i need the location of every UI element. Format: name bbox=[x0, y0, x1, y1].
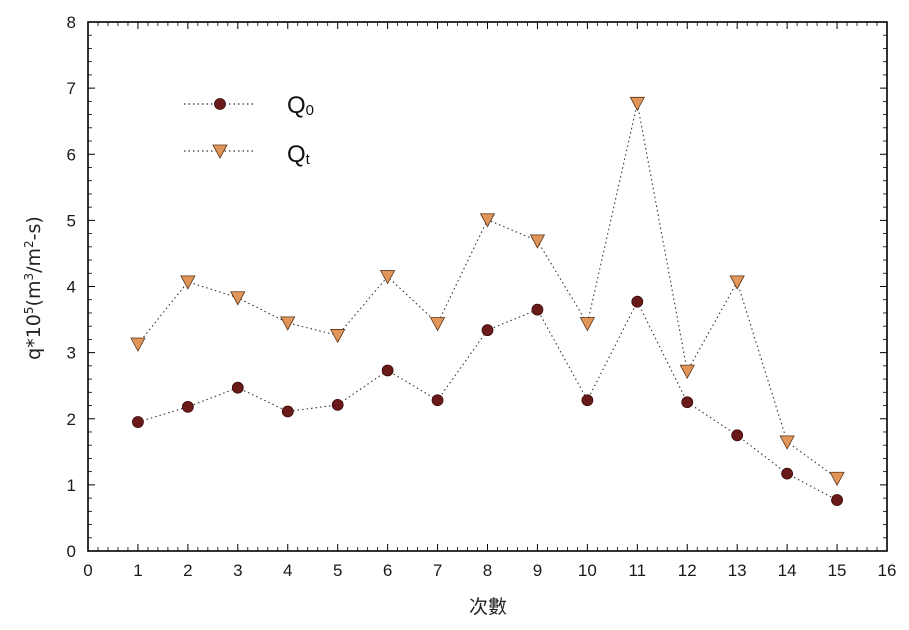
data-point-q0 bbox=[781, 467, 794, 480]
y-tick-label: 6 bbox=[67, 145, 76, 164]
y-tick-label: 3 bbox=[67, 344, 76, 363]
x-tick-label: 4 bbox=[283, 561, 292, 580]
data-point-q0 bbox=[731, 429, 744, 442]
y-tick-label: 0 bbox=[67, 542, 76, 561]
plot-frame bbox=[87, 21, 888, 552]
x-tick-label: 3 bbox=[233, 561, 242, 580]
y-tick-label: 4 bbox=[67, 278, 76, 297]
x-tick-label: 5 bbox=[333, 561, 342, 580]
legend-label-q0-sub: 0 bbox=[306, 102, 314, 119]
y-tick-label: 8 bbox=[67, 13, 76, 32]
y-axis-title-unit-b-exp: 2 bbox=[22, 240, 36, 248]
x-tick-label: 10 bbox=[578, 561, 597, 580]
data-point-qt bbox=[330, 329, 346, 344]
data-point-qt bbox=[180, 275, 196, 290]
data-point-qt bbox=[529, 234, 546, 249]
x-tick-labels: 0 1 2 3 4 5 6 7 8 9 10 11 12 13 14 15 16 bbox=[83, 561, 896, 580]
y-tick-label: 1 bbox=[67, 476, 76, 495]
legend-marker-qt bbox=[212, 144, 228, 159]
x-tick-label: 2 bbox=[183, 561, 192, 580]
x-tick-label: 8 bbox=[483, 561, 492, 580]
data-point-q0 bbox=[481, 324, 494, 337]
x-tick-label: 9 bbox=[533, 561, 542, 580]
data-point-q0 bbox=[231, 381, 244, 394]
data-point-q0 bbox=[181, 400, 194, 413]
x-tick-label: 6 bbox=[383, 561, 392, 580]
y-tick-label: 7 bbox=[67, 79, 76, 98]
legend-label-qt-sub: t bbox=[306, 151, 311, 168]
data-point-qt bbox=[230, 291, 246, 306]
legend-label-q0: Q0 bbox=[287, 92, 314, 119]
legend-label-qt-main: Q bbox=[287, 141, 306, 168]
x-tick-label: 0 bbox=[83, 561, 92, 580]
x-tick-label: 16 bbox=[878, 561, 897, 580]
data-point-q0 bbox=[331, 398, 344, 411]
x-tick-label: 1 bbox=[133, 561, 142, 580]
legend-label-qt: Qt bbox=[287, 141, 311, 168]
data-point-qt bbox=[829, 471, 845, 487]
y-tick-label: 5 bbox=[67, 211, 76, 230]
y-axis-title-unit-b: /m bbox=[23, 248, 45, 273]
data-point-q0 bbox=[132, 416, 144, 428]
y-axis-title-unit-a-exp: 3 bbox=[22, 273, 36, 281]
y-axis-title-base: q*10 bbox=[23, 314, 45, 360]
data-point-qt bbox=[429, 317, 446, 332]
y-axis-title-unit-c: -s) bbox=[23, 216, 45, 240]
x-tick-label: 13 bbox=[728, 561, 747, 580]
x-axis-title: 次數 bbox=[469, 596, 507, 618]
data-point-qt bbox=[280, 316, 296, 331]
y-axis-title: q*105(m3/m2-s) bbox=[22, 216, 45, 360]
data-point-qt bbox=[479, 213, 496, 228]
x-tick-label: 11 bbox=[628, 561, 646, 580]
y-axis-title-exp: 5 bbox=[22, 306, 36, 314]
y-axis-title-unit-a: (m bbox=[23, 281, 45, 307]
data-point-qt bbox=[130, 337, 146, 352]
x-tick-label: 15 bbox=[828, 561, 847, 580]
x-tick-label: 7 bbox=[433, 561, 442, 580]
x-tick-label: 12 bbox=[678, 561, 697, 580]
data-point-q0 bbox=[531, 303, 544, 316]
data-point-qt bbox=[629, 96, 645, 112]
data-point-qt bbox=[779, 435, 795, 450]
data-point-q0 bbox=[281, 405, 294, 418]
legend: Q0 Qt bbox=[184, 92, 314, 168]
series-line-qt bbox=[137, 103, 838, 479]
data-point-q0 bbox=[581, 394, 594, 407]
y-tick-labels: 0 1 2 3 4 5 6 7 8 bbox=[67, 13, 76, 561]
data-point-qt bbox=[679, 364, 695, 379]
data-point-q0 bbox=[831, 494, 843, 506]
data-point-qt bbox=[379, 270, 396, 285]
y-tick-label: 2 bbox=[67, 410, 76, 429]
legend-label-q0-main: Q bbox=[287, 92, 306, 119]
data-point-q0 bbox=[431, 394, 444, 407]
axis-ticks bbox=[87, 21, 888, 552]
data-point-q0 bbox=[631, 295, 644, 308]
series-layer bbox=[130, 96, 845, 506]
data-point-q0 bbox=[681, 396, 694, 409]
data-point-q0 bbox=[381, 364, 394, 377]
legend-marker-q0 bbox=[214, 98, 226, 110]
data-point-qt bbox=[579, 317, 596, 332]
x-tick-label: 14 bbox=[778, 561, 797, 580]
data-point-qt bbox=[729, 275, 745, 290]
